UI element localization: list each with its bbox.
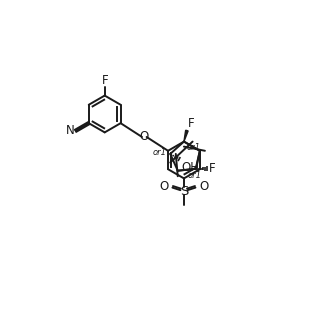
Text: or1: or1 bbox=[188, 171, 202, 180]
Text: O: O bbox=[160, 180, 169, 193]
Text: OH: OH bbox=[181, 161, 199, 174]
Text: F: F bbox=[188, 117, 194, 130]
Text: F: F bbox=[208, 162, 215, 175]
Text: N: N bbox=[65, 124, 74, 137]
Text: O: O bbox=[199, 180, 208, 193]
Text: or1: or1 bbox=[187, 143, 201, 152]
Text: S: S bbox=[180, 185, 188, 198]
Polygon shape bbox=[184, 130, 188, 141]
Text: F: F bbox=[101, 74, 108, 87]
Text: or1: or1 bbox=[153, 148, 167, 157]
Text: O: O bbox=[140, 130, 149, 143]
